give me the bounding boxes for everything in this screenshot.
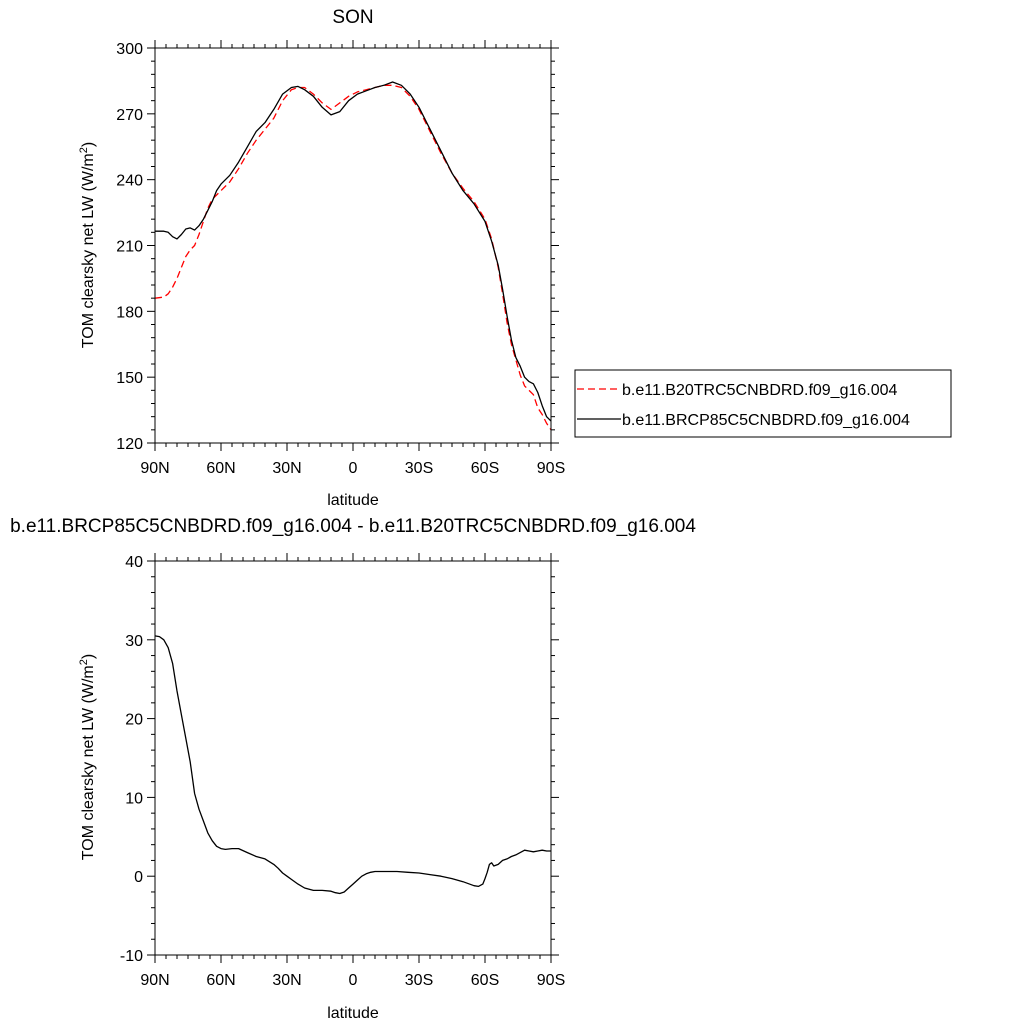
chart-bottom-y-tick-labels: -10 0 10 20 30 40 <box>120 554 143 965</box>
legend-box <box>574 369 952 438</box>
x-tick-label: 60N <box>206 972 235 989</box>
y-tick-label: 120 <box>116 436 143 453</box>
chart-top-legend: b.e11.B20TRC5CNBDRD.f09_g16.004 b.e11.BR… <box>574 369 952 438</box>
chart-top-ticks <box>147 40 559 451</box>
chart-top-x-axis-title: latitude <box>327 492 379 509</box>
x-tick-label: 90S <box>537 460 565 477</box>
x-tick-label: 30S <box>405 460 433 477</box>
chart-bottom-x-axis-title: latitude <box>327 1005 379 1022</box>
x-tick-label: 60S <box>471 460 499 477</box>
y-tick-label: 10 <box>125 790 143 807</box>
legend-label-series-2: b.e11.BRCP85C5CNBDRD.f09_g16.004 <box>622 412 910 429</box>
y-tick-label: 270 <box>116 107 143 124</box>
chart-bottom-frame <box>154 560 552 956</box>
x-tick-label: 30S <box>405 972 433 989</box>
chart-bottom: b.e11.BRCP85C5CNBDRD.f09_g16.004 - b.e11… <box>10 516 696 1022</box>
chart-top-y-tick-labels: 120 150 180 210 240 270 300 <box>116 41 143 453</box>
chart-bottom-title: b.e11.BRCP85C5CNBDRD.f09_g16.004 - b.e11… <box>10 516 696 537</box>
x-tick-label: 60S <box>471 972 499 989</box>
chart-top-x-tick-labels: 90N 60N 30N 0 30S 60S 90S <box>140 460 565 477</box>
y-tick-label: 180 <box>116 304 143 321</box>
x-tick-label: 0 <box>349 972 358 989</box>
y-tick-label: 210 <box>116 239 143 256</box>
series-line-1 <box>154 84 552 431</box>
x-tick-label: 30N <box>272 972 301 989</box>
chart-top-series <box>154 81 552 431</box>
x-tick-label: 90N <box>140 460 169 477</box>
x-tick-label: 0 <box>349 460 358 477</box>
y-tick-label: 150 <box>116 370 143 387</box>
x-tick-label: 90N <box>140 972 169 989</box>
y-tick-label: 240 <box>116 173 143 190</box>
chart-bottom-x-tick-labels: 90N 60N 30N 0 30S 60S 90S <box>140 972 565 989</box>
x-tick-label: 90S <box>537 972 565 989</box>
x-tick-label: 60N <box>206 460 235 477</box>
legend-label-series-1: b.e11.B20TRC5CNBDRD.f09_g16.004 <box>622 382 898 399</box>
chart-top-frame <box>154 47 552 444</box>
chart-top-title: SON <box>332 7 373 28</box>
chart-top: SON 90N 60N 30N 0 30S 60S 90S 120 150 180 210 240 2… <box>78 7 952 509</box>
series-line-2 <box>155 81 552 422</box>
chart-bottom-y-axis-title: TOM clearsky net LW (W/m2) <box>78 654 97 860</box>
x-tick-label: 30N <box>272 460 301 477</box>
y-tick-label: 20 <box>125 712 143 729</box>
chart-top-y-axis-title: TOM clearsky net LW (W/m2) <box>78 142 97 348</box>
y-tick-label: -10 <box>120 948 143 965</box>
series-line-1 <box>154 635 551 895</box>
chart-bottom-series <box>154 635 551 895</box>
chart-bottom-ticks <box>147 553 559 963</box>
y-tick-label: 40 <box>125 554 143 571</box>
y-tick-label: 300 <box>116 41 143 58</box>
y-tick-label: 30 <box>125 633 143 650</box>
y-tick-label: 0 <box>134 869 143 886</box>
